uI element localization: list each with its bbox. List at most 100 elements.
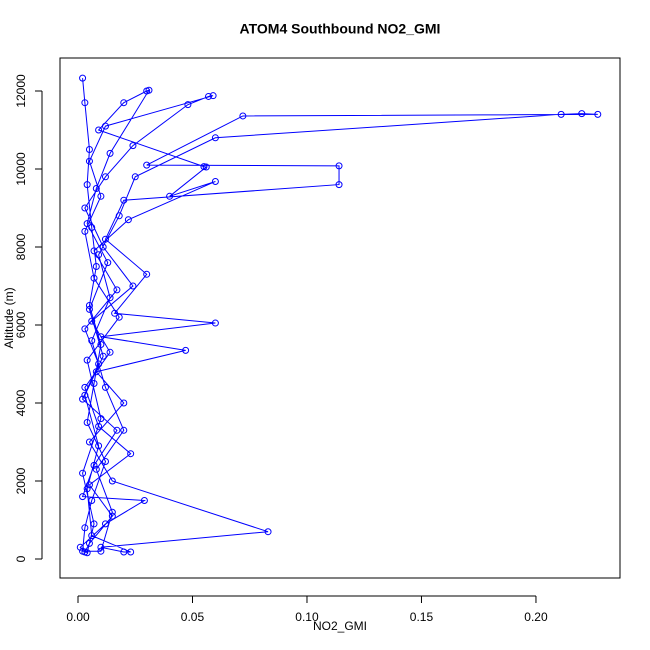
data-point: [127, 548, 135, 556]
plot-frame: [59, 57, 621, 579]
data-point: [113, 286, 121, 294]
data-point: [143, 270, 151, 278]
data-point: [85, 481, 93, 489]
x-tick-label: 0.15: [410, 610, 434, 624]
data-point: [88, 497, 96, 505]
data-point: [264, 528, 272, 536]
data-point: [90, 274, 98, 282]
x-tick-label: 0.10: [295, 610, 319, 624]
data-point: [85, 157, 93, 165]
data-point: [79, 493, 87, 501]
data-point: [106, 149, 114, 157]
y-tick-label: 12000: [14, 74, 28, 108]
data-point: [108, 508, 116, 516]
x-tick-label: 0.05: [181, 610, 205, 624]
data-point: [113, 426, 121, 434]
data-point: [92, 184, 100, 192]
data-point: [239, 112, 247, 120]
data-point: [106, 348, 114, 356]
data-point: [115, 212, 123, 220]
data-point: [83, 356, 91, 364]
data-point: [95, 442, 103, 450]
data-point: [92, 368, 100, 376]
data-point: [92, 262, 100, 270]
data-point: [97, 543, 105, 551]
data-point: [143, 87, 151, 95]
y-tick-label: 2000: [14, 467, 28, 494]
data-point: [95, 422, 103, 430]
data-point: [120, 99, 128, 107]
data-point: [81, 391, 89, 399]
data-point: [120, 399, 128, 407]
data-point: [120, 548, 128, 556]
data-point: [578, 110, 586, 118]
data-point: [115, 313, 123, 321]
data-point: [211, 134, 219, 142]
data-point: [335, 181, 343, 189]
data-point: [101, 173, 109, 181]
data-point: [76, 543, 84, 551]
data-point: [97, 333, 105, 341]
data-point: [85, 305, 93, 313]
data-point: [104, 259, 112, 267]
data-point: [97, 192, 105, 200]
data-line: [79, 78, 598, 554]
data-point: [90, 520, 98, 528]
data-point: [143, 161, 151, 169]
data-point: [85, 438, 93, 446]
y-tick-label: 10000: [14, 152, 28, 186]
data-point: [88, 532, 96, 540]
data-point: [83, 485, 91, 493]
data-point: [88, 337, 96, 345]
data-point: [81, 227, 89, 235]
x-axis-label: NO2_GMI: [313, 619, 367, 633]
data-point: [202, 163, 210, 171]
y-tick-label: 6000: [14, 311, 28, 338]
x-tick-label: 0.20: [524, 610, 548, 624]
data-point: [101, 235, 109, 243]
data-point: [184, 101, 192, 109]
data-point: [95, 251, 103, 259]
data-point: [205, 92, 213, 100]
data-point: [335, 162, 343, 170]
data-point: [124, 216, 132, 224]
data-point: [97, 547, 105, 555]
data-point: [85, 145, 93, 153]
data-point: [81, 204, 89, 212]
data-point: [81, 99, 89, 107]
y-tick-label: 8000: [14, 233, 28, 260]
data-point: [83, 220, 91, 228]
data-point: [101, 383, 109, 391]
data-point: [140, 497, 148, 505]
data-point: [95, 126, 103, 134]
data-point: [81, 548, 89, 556]
data-point: [166, 192, 174, 200]
data-point: [594, 110, 602, 118]
data-point: [97, 415, 105, 423]
data-point: [209, 92, 217, 100]
data-point: [85, 302, 93, 310]
y-tick-label: 0: [14, 555, 28, 562]
data-point: [120, 196, 128, 204]
data-point: [557, 110, 565, 118]
data-point: [120, 426, 128, 434]
data-point: [90, 247, 98, 255]
data-point: [211, 177, 219, 185]
data-point: [88, 317, 96, 325]
data-point: [211, 319, 219, 327]
data-point: [129, 282, 137, 290]
data-point: [81, 524, 89, 532]
data-point: [92, 465, 100, 473]
chart-title: ATOM4 Southbound NO2_GMI: [240, 21, 441, 37]
data-point: [90, 380, 98, 388]
y-axis-label: Altitude (m): [2, 287, 16, 348]
data-point: [99, 243, 107, 251]
data-point: [88, 223, 96, 231]
data-point: [97, 341, 105, 349]
data-point: [101, 458, 109, 466]
x-tick-label: 0.00: [66, 610, 90, 624]
data-point: [182, 346, 190, 354]
data-point: [111, 309, 119, 317]
